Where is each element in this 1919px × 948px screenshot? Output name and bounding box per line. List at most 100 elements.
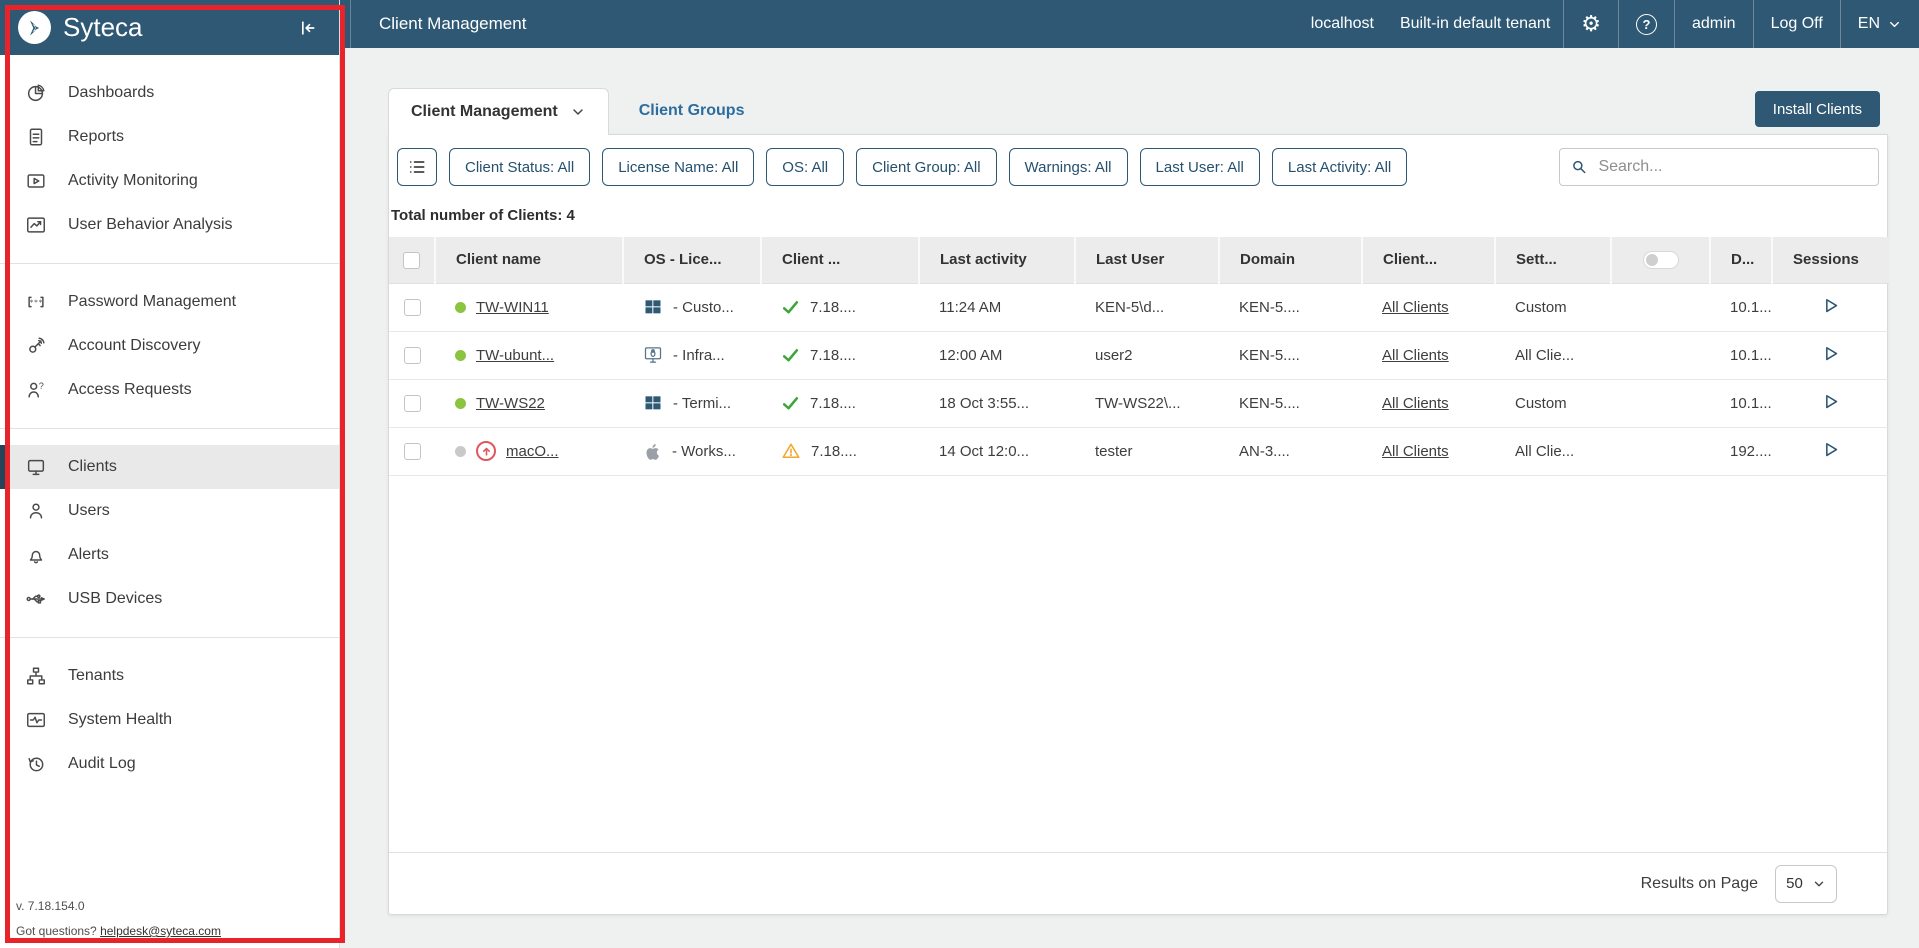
row-checkbox[interactable] xyxy=(403,346,421,364)
sidebar-item-system-health[interactable]: System Health xyxy=(0,698,339,742)
settings-button[interactable]: ⚙ xyxy=(1564,0,1618,48)
sidebar-nav: Dashboards Reports Activity Monitoring User… xyxy=(0,55,339,786)
search-input[interactable] xyxy=(1596,157,1867,177)
update-available-icon xyxy=(476,441,496,461)
filter-os[interactable]: OS: All xyxy=(766,148,845,186)
client-groups-link[interactable]: All Clients xyxy=(1382,442,1449,460)
last-user: user2 xyxy=(1075,331,1219,380)
select-all-checkbox[interactable] xyxy=(403,251,420,269)
sidebar-item-usb-devices[interactable]: USB Devices xyxy=(0,577,339,621)
sidebar-item-dashboards[interactable]: Dashboards xyxy=(0,71,339,115)
column-header-last-user[interactable]: Last User xyxy=(1075,237,1220,284)
client-name-link[interactable]: TW-WIN11 xyxy=(476,298,549,316)
questions-line: Got questions? helpdesk@syteca.com xyxy=(16,924,221,938)
filter-warnings[interactable]: Warnings: All xyxy=(1008,148,1128,186)
sidebar-item-label: Activity Monitoring xyxy=(68,172,198,189)
header-toggle-switch[interactable] xyxy=(1642,250,1679,269)
topbar-right: localhost Built-in default tenant ⚙ ? ad… xyxy=(1298,0,1919,48)
domain: AN-3.... xyxy=(1219,427,1362,476)
svg-text:?: ? xyxy=(39,381,44,391)
column-header-d[interactable]: D... xyxy=(1710,237,1773,284)
sidebar-item-clients[interactable]: Clients xyxy=(0,445,339,489)
row-checkbox[interactable] xyxy=(403,442,421,460)
column-header-os-lice[interactable]: OS - Lice... xyxy=(623,237,762,284)
sidebar-item-password-management[interactable]: *** Password Management xyxy=(0,280,339,324)
sidebar-item-reports[interactable]: Reports xyxy=(0,115,339,159)
filter-client-status[interactable]: Client Status: All xyxy=(449,148,591,186)
filter-last-user[interactable]: Last User: All xyxy=(1139,148,1260,186)
toggle-cell xyxy=(1611,283,1710,332)
list-view-button[interactable] xyxy=(397,148,437,186)
chart-line-icon xyxy=(24,213,48,237)
sidebar-item-audit-log[interactable]: Audit Log xyxy=(0,742,339,786)
row-checkbox[interactable] xyxy=(403,394,421,412)
filter-client-group[interactable]: Client Group: All xyxy=(856,148,997,186)
settings: Custom xyxy=(1495,379,1611,428)
sidebar-item-label: Audit Log xyxy=(68,755,136,772)
play-sessions-button[interactable] xyxy=(1819,390,1843,414)
last-activity: 18 Oct 3:55... xyxy=(919,379,1075,428)
tab-client-groups[interactable]: Client Groups xyxy=(638,102,745,119)
topbar: Client Management localhost Built-in def… xyxy=(340,0,1919,48)
sidebar-item-account-discovery[interactable]: Account Discovery xyxy=(0,324,339,368)
column-header-sessions[interactable]: Sessions xyxy=(1772,237,1889,284)
status-dot-online xyxy=(455,301,466,313)
sidebar-header: Syteca xyxy=(0,0,339,55)
windows-icon xyxy=(643,297,663,317)
filter-license-name[interactable]: License Name: All xyxy=(602,148,755,186)
sidebar-collapse-button[interactable] xyxy=(293,14,321,42)
pie-chart-icon xyxy=(24,81,48,105)
language-selector[interactable]: EN xyxy=(1841,0,1919,48)
sidebar-item-users[interactable]: Users xyxy=(0,489,339,533)
linux-icon xyxy=(643,345,663,365)
client-groups-link[interactable]: All Clients xyxy=(1382,298,1449,316)
play-sessions-button[interactable] xyxy=(1819,342,1843,366)
toggle-cell xyxy=(1611,427,1710,476)
apple-icon xyxy=(643,442,662,461)
sidebar-item-label: Alerts xyxy=(68,546,109,563)
play-sessions-button[interactable] xyxy=(1819,294,1843,318)
column-header-client-name[interactable]: Client name xyxy=(435,237,624,284)
logoff-button[interactable]: Log Off xyxy=(1754,0,1840,48)
help-button[interactable]: ? xyxy=(1619,0,1674,48)
clients-panel: Client Status: All License Name: All OS: A… xyxy=(388,134,1889,915)
column-select-all xyxy=(389,237,436,284)
column-header-domain[interactable]: Domain xyxy=(1219,237,1363,284)
column-header-last-activity[interactable]: Last activity xyxy=(919,237,1076,284)
chevron-down-icon xyxy=(572,109,583,115)
sidebar-item-alerts[interactable]: Alerts xyxy=(0,533,339,577)
client-name-link[interactable]: TW-WS22 xyxy=(476,394,545,412)
client-groups-link[interactable]: All Clients xyxy=(1382,346,1449,364)
results-per-page-select[interactable]: 50 xyxy=(1775,864,1837,903)
client-version: 7.18.... xyxy=(810,346,856,364)
sidebar-footer: v. 7.18.154.0 Got questions? helpdesk@sy… xyxy=(16,899,221,938)
sidebar-item-user-behavior-analysis[interactable]: User Behavior Analysis xyxy=(0,203,339,247)
sidebar-item-activity-monitoring[interactable]: Activity Monitoring xyxy=(0,159,339,203)
last-user: KEN-5\d... xyxy=(1075,283,1219,332)
client-name-link[interactable]: TW-ubunt... xyxy=(476,346,555,364)
clients-total: Total number of Clients: 4 xyxy=(391,207,575,224)
helpdesk-link[interactable]: helpdesk@syteca.com xyxy=(100,924,221,938)
table-header-row: Client name OS - Lice... Client ... Last ac… xyxy=(389,237,1889,284)
table-row: TW-WS22 - Termi... 7.18.... 18 Oct 3:55... T… xyxy=(389,379,1889,428)
sidebar-item-tenants[interactable]: Tenants xyxy=(0,654,339,698)
column-header-client[interactable]: Client... xyxy=(1362,237,1496,284)
page-title: Client Management xyxy=(379,14,527,33)
column-header-client[interactable]: Client ... xyxy=(761,237,920,284)
tab-client-management[interactable]: Client Management xyxy=(388,88,609,135)
table-row: TW-WIN11 - Custo... 7.18.... 11:24 AM KEN-5\… xyxy=(389,283,1889,332)
user-menu-button[interactable]: admin xyxy=(1675,0,1753,48)
client-groups-link[interactable]: All Clients xyxy=(1382,394,1449,412)
filter-last-activity[interactable]: Last Activity: All xyxy=(1271,148,1408,186)
d-column-value: 192.... xyxy=(1710,427,1772,476)
windows-icon xyxy=(643,393,663,413)
client-name-link[interactable]: macO... xyxy=(506,442,559,460)
install-clients-button[interactable]: Install Clients xyxy=(1754,91,1880,127)
gear-icon: ⚙ xyxy=(1581,11,1601,36)
row-checkbox[interactable] xyxy=(403,298,421,316)
play-sessions-button[interactable] xyxy=(1819,438,1843,462)
sidebar-item-access-requests[interactable]: ? Access Requests xyxy=(0,368,339,412)
version-ok-icon xyxy=(782,300,799,314)
client-version: 7.18.... xyxy=(810,298,856,316)
column-header-sett[interactable]: Sett... xyxy=(1495,237,1612,284)
